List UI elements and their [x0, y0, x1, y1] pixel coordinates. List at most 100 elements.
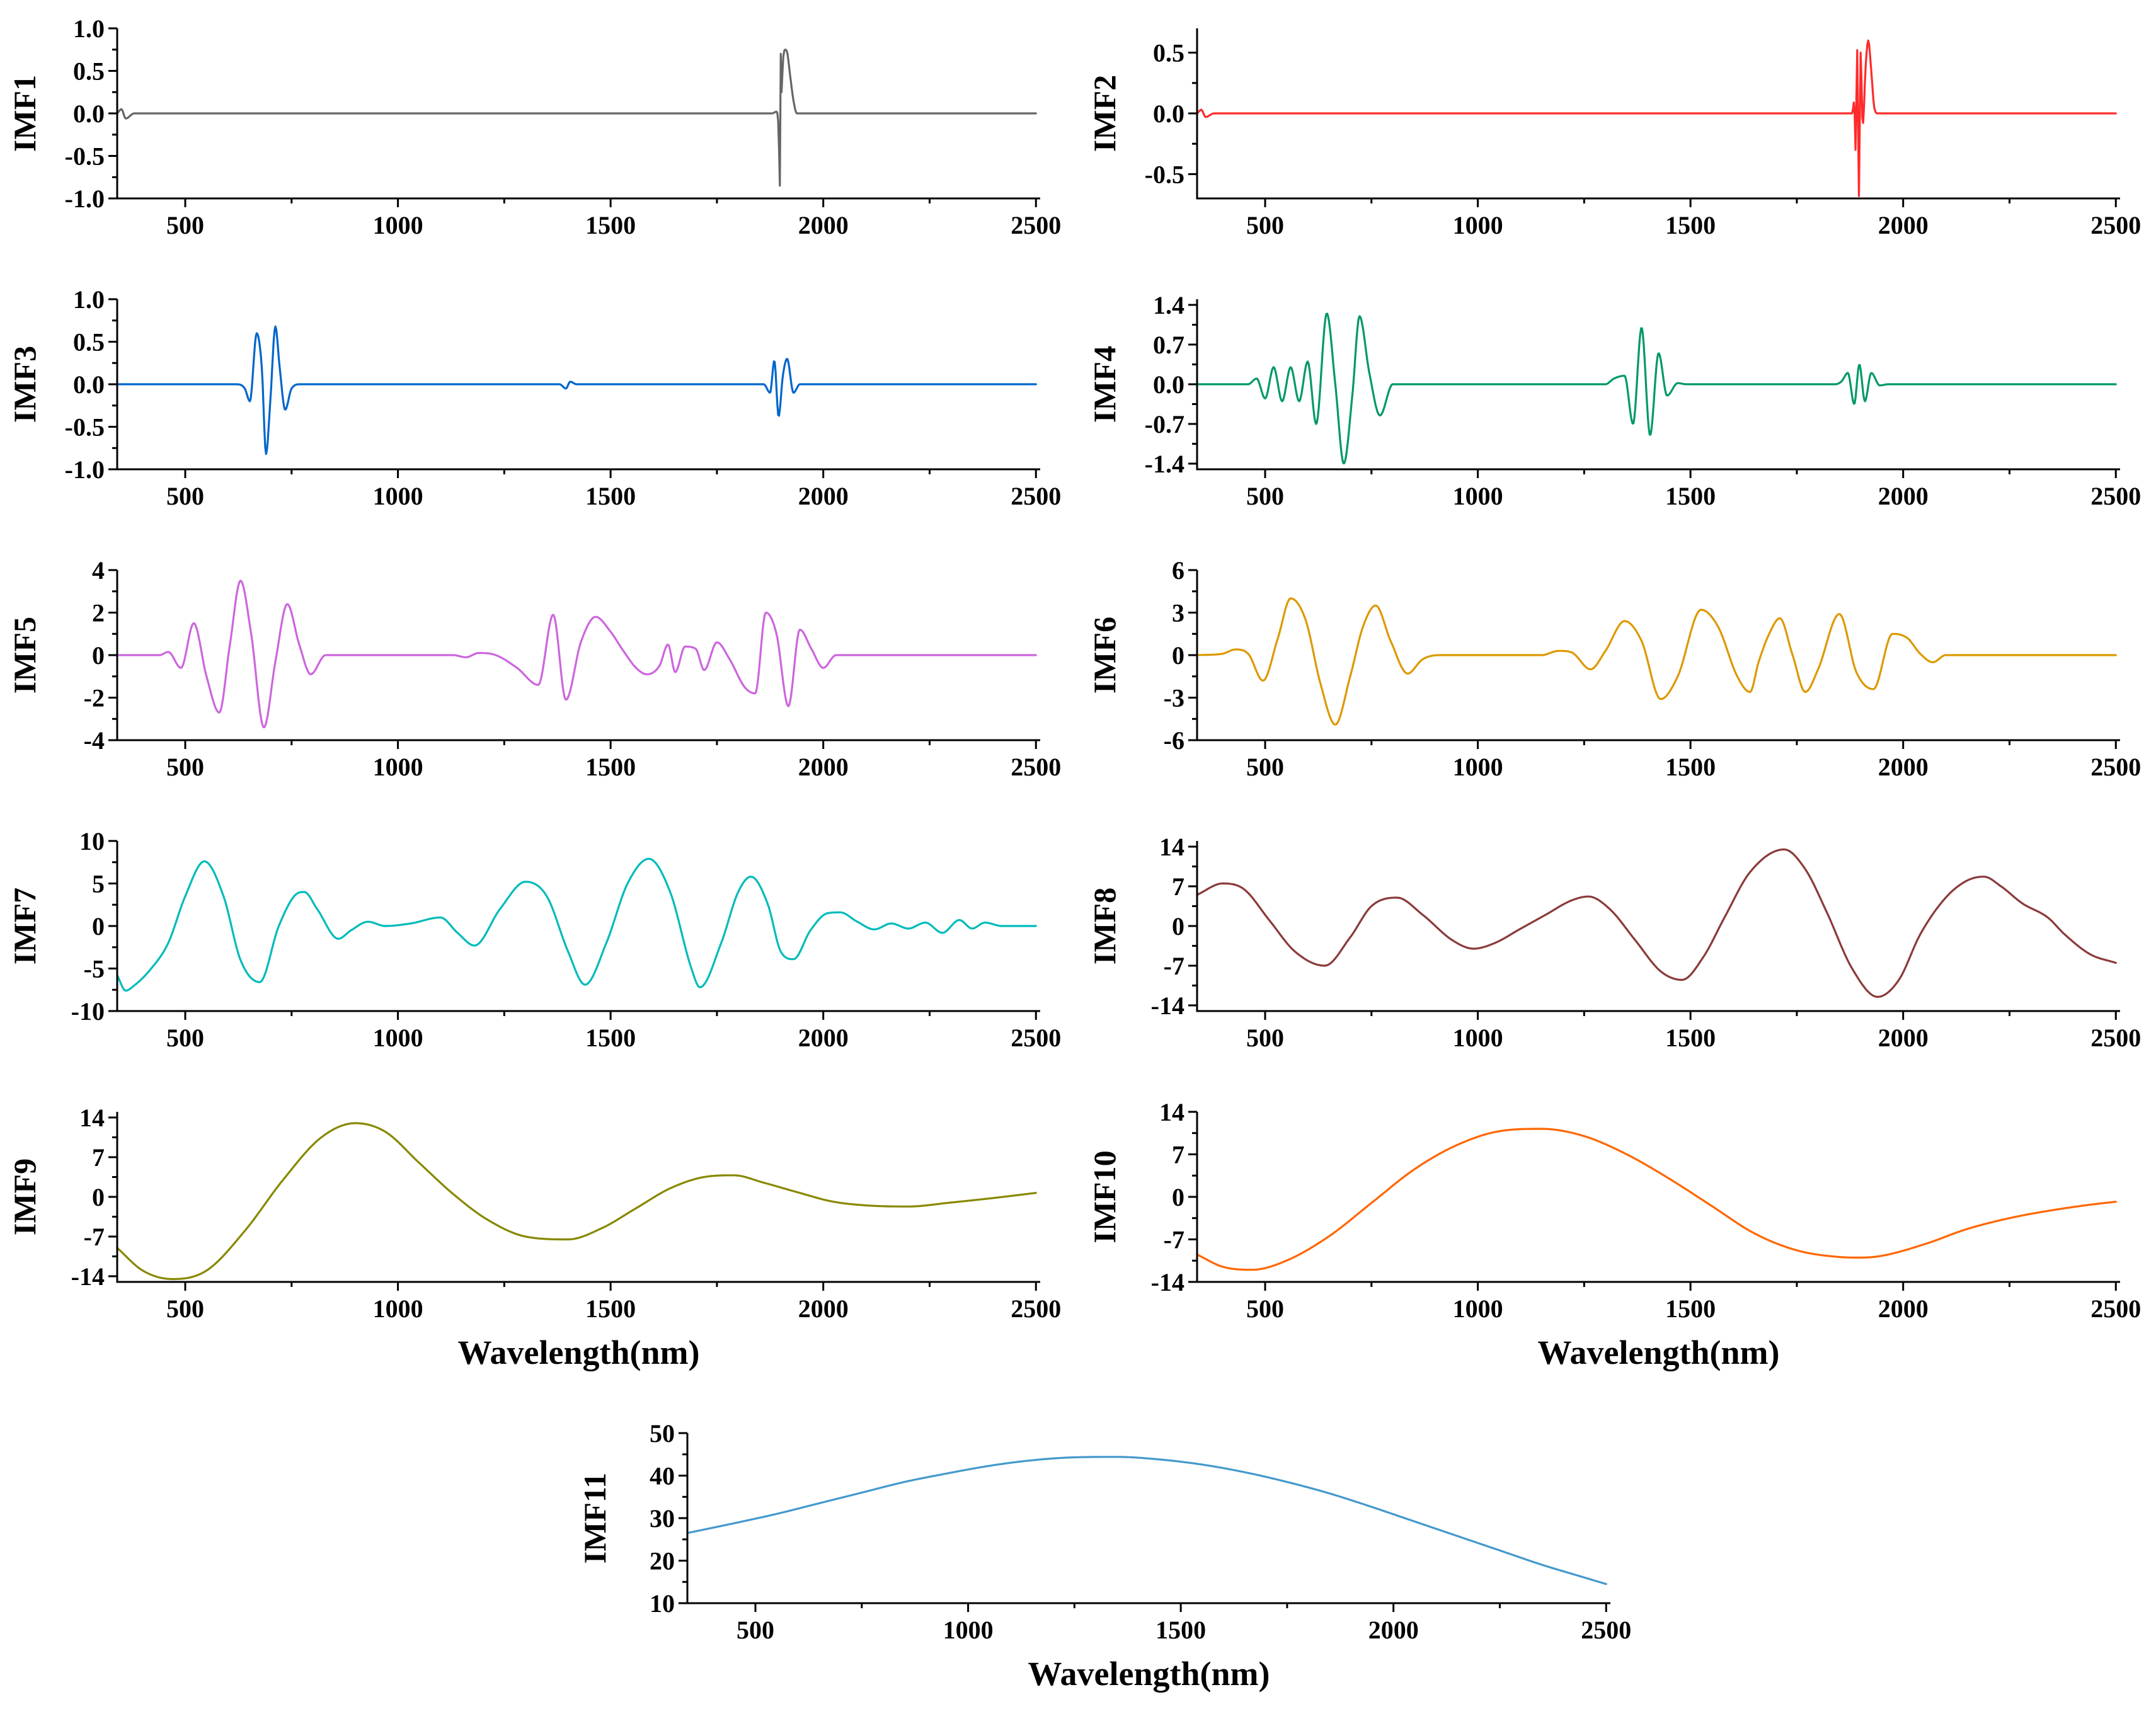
x-tick-label: 2500 [2090, 1024, 2141, 1052]
y-tick-label: 50 [650, 1419, 675, 1448]
chart-imf10: 500 1000 1500 2000 2500 -14 -7 0 7 14 IMF10 Wavelen… [1087, 1098, 2141, 1371]
x-tick-label: 2500 [1581, 1616, 1631, 1644]
y-tick-label: 0 [92, 912, 105, 940]
y-tick-label: 0.0 [1153, 100, 1184, 128]
chart-imf5: 500 1000 1500 2000 2500 -4 -2 0 2 4 IMF5 [7, 556, 1061, 781]
y-tick-label: 14 [1159, 1098, 1184, 1126]
y-tick-label: -2 [84, 684, 105, 712]
y-tick-label: 3 [1172, 599, 1184, 627]
y-tick-label: -0.5 [1145, 160, 1184, 188]
y-tick-label: -7 [84, 1223, 105, 1251]
x-tick-label: 2000 [798, 753, 849, 781]
y-tick-label: -0.5 [65, 413, 105, 442]
x-tick-label: 2500 [2090, 482, 2141, 510]
chart-imf11: 500 1000 1500 2000 2500 10 20 30 40 50 IMF11 Wavele… [577, 1419, 1631, 1693]
x-tick-label: 1000 [943, 1616, 994, 1644]
y-tick-label: 7 [1172, 872, 1184, 901]
x-tick-label: 500 [166, 482, 204, 510]
x-tick-label: 1500 [585, 482, 636, 510]
x-tick-label: 500 [166, 211, 204, 239]
x-tick-label: 2500 [1011, 211, 1061, 239]
x-tick-label: 500 [1246, 1295, 1284, 1323]
y-tick-label: -5 [84, 955, 105, 983]
y-axis-label: IMF1 [7, 75, 42, 152]
y-tick-label: 0.5 [1153, 39, 1184, 67]
x-tick-label: 500 [1246, 211, 1284, 239]
series-line-imf11 [686, 1456, 1607, 1586]
x-tick-label: 2000 [1878, 1295, 1929, 1323]
x-tick-label: 2000 [1878, 1024, 1929, 1052]
x-tick-label: 1000 [1453, 482, 1503, 510]
x-tick-label: 2000 [798, 482, 849, 510]
x-tick-label: 2000 [1368, 1616, 1419, 1644]
y-axis-label: IMF11 [577, 1473, 612, 1563]
y-tick-label: 5 [92, 870, 105, 898]
y-tick-label: 1.4 [1153, 291, 1184, 319]
y-tick-label: 14 [79, 1104, 105, 1132]
axes-imf9 [116, 1112, 1040, 1283]
x-tick-label: 1500 [1665, 211, 1716, 239]
y-tick-label: 0 [1172, 641, 1184, 670]
y-tick-label: -1.0 [65, 455, 105, 484]
x-tick-label: 500 [1246, 482, 1284, 510]
series-line-imf9 [116, 1122, 1037, 1281]
x-tick-label: 2500 [1011, 753, 1061, 781]
x-tick-label: 1000 [1453, 1024, 1503, 1052]
x-axis-label: Wavelength(nm) [1538, 1334, 1780, 1371]
x-tick-label: 1000 [373, 753, 423, 781]
x-tick-label: 1500 [585, 1295, 636, 1323]
y-tick-label: 0 [1172, 912, 1184, 940]
axes-imf2 [1196, 28, 2120, 200]
y-tick-label: 0.5 [73, 328, 105, 357]
y-axis-label: IMF8 [1087, 888, 1122, 964]
x-axis-label: Wavelength(nm) [1028, 1655, 1270, 1693]
y-tick-label: -1.0 [65, 185, 105, 213]
x-tick-label: 1000 [373, 211, 423, 239]
y-axis-label: IMF5 [7, 617, 42, 694]
x-tick-label: 1500 [585, 211, 636, 239]
y-tick-label: -3 [1164, 684, 1184, 712]
chart-imf2: 500 1000 1500 2000 2500 -0.5 0.0 0.5 IMF2 [1087, 28, 2141, 239]
y-tick-label: 0 [1172, 1183, 1184, 1211]
series-line-imf2 [1196, 39, 2117, 197]
y-tick-label: -1.4 [1145, 450, 1184, 478]
x-tick-label: 500 [1246, 753, 1284, 781]
chart-imf3: 500 1000 1500 2000 2500 -1.0 -0.5 0.0 0.5 1.0 IMF3 [7, 285, 1061, 510]
series-line-imf6 [1196, 597, 2117, 726]
x-tick-label: 2500 [1011, 482, 1061, 510]
y-axis-label: IMF4 [1087, 346, 1122, 423]
y-tick-label: 14 [1159, 833, 1184, 861]
x-tick-label: 2000 [1878, 753, 1929, 781]
axes-imf4 [1196, 299, 2120, 471]
x-tick-label: 2000 [798, 211, 849, 239]
y-tick-label: -10 [71, 997, 105, 1026]
x-tick-label: 2000 [1878, 482, 1929, 510]
y-tick-label: 30 [650, 1504, 675, 1533]
y-tick-label: 0.0 [1153, 370, 1184, 399]
x-tick-label: 1000 [373, 1295, 423, 1323]
chart-imf7: 500 1000 1500 2000 2500 -10 -5 0 5 10 IMF7 [7, 827, 1061, 1052]
x-tick-label: 1500 [1665, 1295, 1716, 1323]
y-tick-label: -0.7 [1145, 410, 1184, 438]
chart-imf8: 500 1000 1500 2000 2500 -14 -7 0 7 14 IMF8 [1087, 833, 2141, 1052]
series-line-imf7 [116, 857, 1037, 992]
x-tick-label: 1000 [373, 482, 423, 510]
x-tick-label: 2500 [1011, 1024, 1061, 1052]
x-tick-label: 500 [737, 1616, 774, 1644]
x-tick-label: 500 [1246, 1024, 1284, 1052]
y-axis-label: IMF7 [7, 888, 42, 964]
x-tick-label: 500 [166, 1295, 204, 1323]
series-line-imf4 [1196, 312, 2117, 465]
x-tick-label: 1000 [1453, 1295, 1503, 1323]
y-tick-label: 20 [650, 1547, 675, 1575]
y-tick-label: 10 [650, 1589, 675, 1618]
x-tick-label: 1500 [585, 1024, 636, 1052]
x-tick-label: 500 [166, 1024, 204, 1052]
y-tick-label: 1.0 [73, 14, 105, 43]
y-tick-label: -14 [1151, 992, 1184, 1020]
y-tick-label: 0.0 [73, 370, 105, 399]
x-tick-label: 2000 [798, 1295, 849, 1323]
series-line-imf8 [1196, 848, 2117, 998]
y-axis-label: IMF9 [7, 1158, 42, 1235]
